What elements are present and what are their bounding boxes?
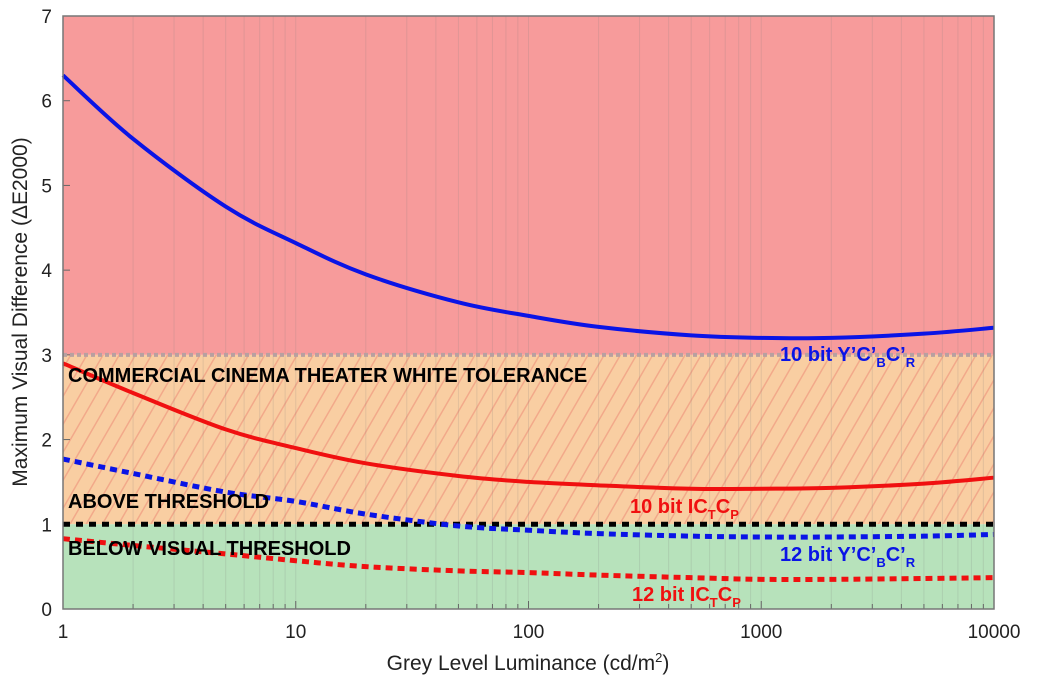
region-label-above-threshold: ABOVE THRESHOLD (68, 491, 269, 513)
x-tick-label: 1 (58, 622, 69, 643)
region-red (63, 16, 994, 355)
y-tick-label: 4 (41, 261, 52, 282)
x-tick-label: 1000 (740, 622, 782, 643)
series-line-2 (62, 456, 995, 540)
region-label-cinema-tolerance: COMMERCIAL CINEMA THEATER WHITE TOLERANC… (68, 365, 587, 387)
y-tick-label: 2 (41, 431, 52, 452)
x-tick-label: 100 (513, 622, 545, 643)
y-tick-label: 7 (41, 7, 52, 28)
series-line-1 (62, 361, 995, 491)
region-label-below-threshold: BELOW VISUAL THRESHOLD (68, 538, 351, 560)
y-tick-label: 0 (41, 600, 52, 621)
y-tick-label: 5 (41, 176, 52, 197)
y-tick-label: 3 (41, 346, 52, 367)
background-regions (63, 16, 994, 609)
x-tick-label: 10000 (968, 622, 1021, 643)
plot-frame (62, 15, 995, 610)
x-tick-label: 10 (285, 622, 306, 643)
region-orange (63, 354, 994, 525)
series-line-0 (61, 73, 995, 341)
series-line-3 (62, 536, 995, 583)
y-tick-label: 6 (41, 92, 52, 113)
series-label-10bit-ictcp: 10 bit ICTCP (630, 496, 739, 522)
series-label-10bit-ycbcr: 10 bit Y’C’BC’R (780, 344, 916, 370)
x-axis-label: Grey Level Luminance (cd/m2) (387, 650, 670, 675)
series-label-12bit-ycbcr: 12 bit Y’C’BC’R (780, 544, 916, 570)
grid (63, 15, 984, 610)
y-tick-label: 1 (41, 515, 52, 536)
series-lines (61, 73, 995, 583)
series-label-12bit-ictcp: 12 bit ICTCP (632, 584, 741, 610)
y-axis-label: Maximum Visual Difference (ΔE2000) (9, 137, 32, 486)
threshold-lines (63, 352, 994, 527)
